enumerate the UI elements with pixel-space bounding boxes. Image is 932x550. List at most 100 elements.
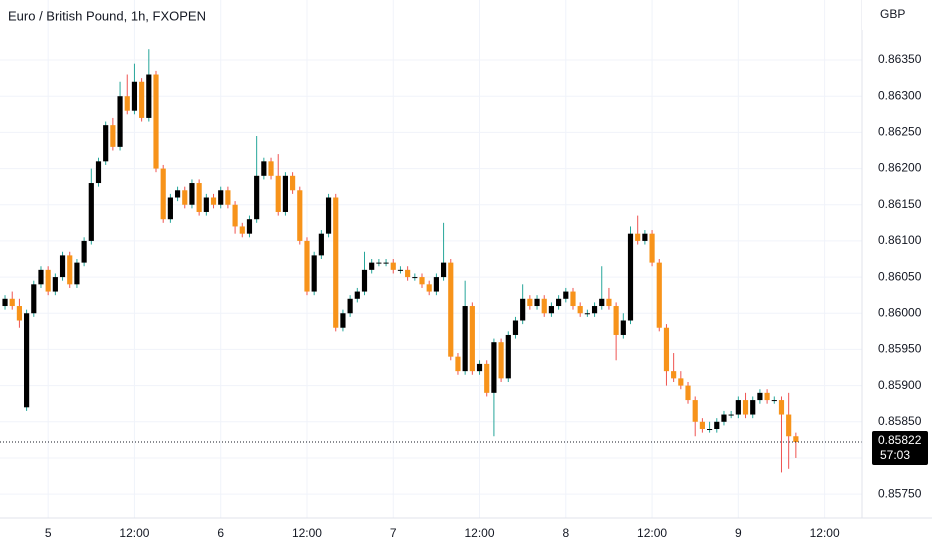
x-tick-label: 6 [217, 526, 224, 540]
candle-body [218, 190, 224, 205]
x-tick-label: 12:00 [292, 526, 322, 540]
candle-body [81, 240, 87, 263]
candle-body [52, 277, 58, 292]
candle-body [735, 400, 741, 415]
candle-body [369, 262, 375, 270]
x-tick-label: 7 [390, 526, 397, 540]
x-tick-label: 12:00 [637, 526, 667, 540]
candle-body [210, 197, 217, 205]
candle-body [325, 197, 332, 234]
y-tick-label: 0.86000 [878, 305, 922, 319]
candle-body [153, 74, 159, 169]
candle-body [527, 298, 533, 307]
candle-body [88, 183, 94, 241]
candle-body [189, 183, 195, 205]
candle-body [642, 233, 648, 241]
candle-body [548, 306, 555, 314]
candle-body [462, 306, 468, 372]
candle-body [59, 255, 66, 278]
candle-body [635, 233, 641, 241]
candle-body [750, 400, 756, 415]
candle-body [793, 436, 799, 443]
candle-body [412, 277, 418, 279]
candle-body [311, 255, 317, 292]
candle-body [757, 392, 763, 401]
candle-body [426, 284, 432, 292]
candle-body [333, 197, 339, 328]
candle-body [124, 96, 130, 111]
y-tick-label: 0.86250 [878, 125, 922, 139]
candle-body [160, 168, 166, 220]
x-tick-label: 12:00 [810, 526, 840, 540]
candle-body [45, 269, 51, 292]
candle-body [563, 291, 569, 299]
candle-body [599, 298, 605, 307]
candle-body [225, 190, 231, 205]
candle-body [282, 175, 289, 212]
grid [0, 0, 862, 518]
candle-body [261, 161, 267, 176]
candle-body [38, 269, 44, 285]
candle-body [167, 197, 173, 220]
candle-body [678, 378, 684, 386]
y-tick-label: 0.86200 [878, 161, 922, 175]
candle-body [290, 175, 296, 191]
x-tick-label: 5 [45, 526, 52, 540]
candle-body [16, 306, 22, 321]
candle-body [239, 226, 245, 234]
candle-body [706, 429, 713, 431]
candle-body [764, 392, 770, 401]
candle-body [455, 356, 461, 372]
candle-body [469, 306, 475, 372]
candle-body [383, 262, 389, 264]
candle-body [268, 161, 274, 176]
candle-body [246, 219, 253, 234]
candle-body [541, 298, 547, 314]
candle-body [714, 421, 720, 430]
currency-label: GBP [880, 7, 905, 21]
candle-body [361, 269, 368, 292]
x-tick-label: 12:00 [119, 526, 149, 540]
candle-body [520, 298, 526, 321]
y-tick-label: 0.86350 [878, 52, 922, 66]
candle-body [419, 277, 425, 285]
candle-body [354, 291, 360, 299]
y-tick-label: 0.85850 [878, 414, 922, 428]
x-tick-label: 8 [562, 526, 569, 540]
candle-body [397, 269, 404, 271]
candle-body [67, 255, 73, 285]
candle-body [174, 190, 181, 198]
candle-body [591, 306, 598, 314]
candle-body [556, 298, 562, 307]
candle-body [476, 363, 483, 372]
candle-body [778, 400, 785, 415]
candle-body [512, 320, 519, 335]
candle-body [24, 313, 30, 408]
y-tick-label: 0.85900 [878, 378, 922, 392]
candle-body [297, 190, 303, 241]
candle-body [2, 298, 8, 307]
candle-body [498, 342, 504, 379]
candle-body [9, 298, 15, 307]
candle-body [721, 414, 727, 422]
candle-body [699, 421, 705, 430]
candles [0, 49, 862, 473]
x-tick-label: 12:00 [465, 526, 495, 540]
x-tick-label: 9 [735, 526, 742, 540]
candle-body [627, 233, 634, 321]
candle-body [203, 197, 209, 212]
candle-body [110, 125, 116, 147]
candle-body [656, 262, 662, 328]
candle-body [275, 175, 281, 212]
countdown: 57:03 [880, 448, 910, 462]
candle-body [433, 277, 439, 292]
candle-body [318, 233, 324, 256]
axes: 0.857500.858000.858500.859000.859500.860… [45, 52, 928, 540]
candle-body [440, 262, 447, 278]
chart-title: Euro / British Pound, 1h, FXOPEN [8, 8, 206, 23]
candle-body [534, 298, 540, 307]
candle-body [771, 400, 777, 402]
y-tick-label: 0.85750 [878, 486, 922, 500]
